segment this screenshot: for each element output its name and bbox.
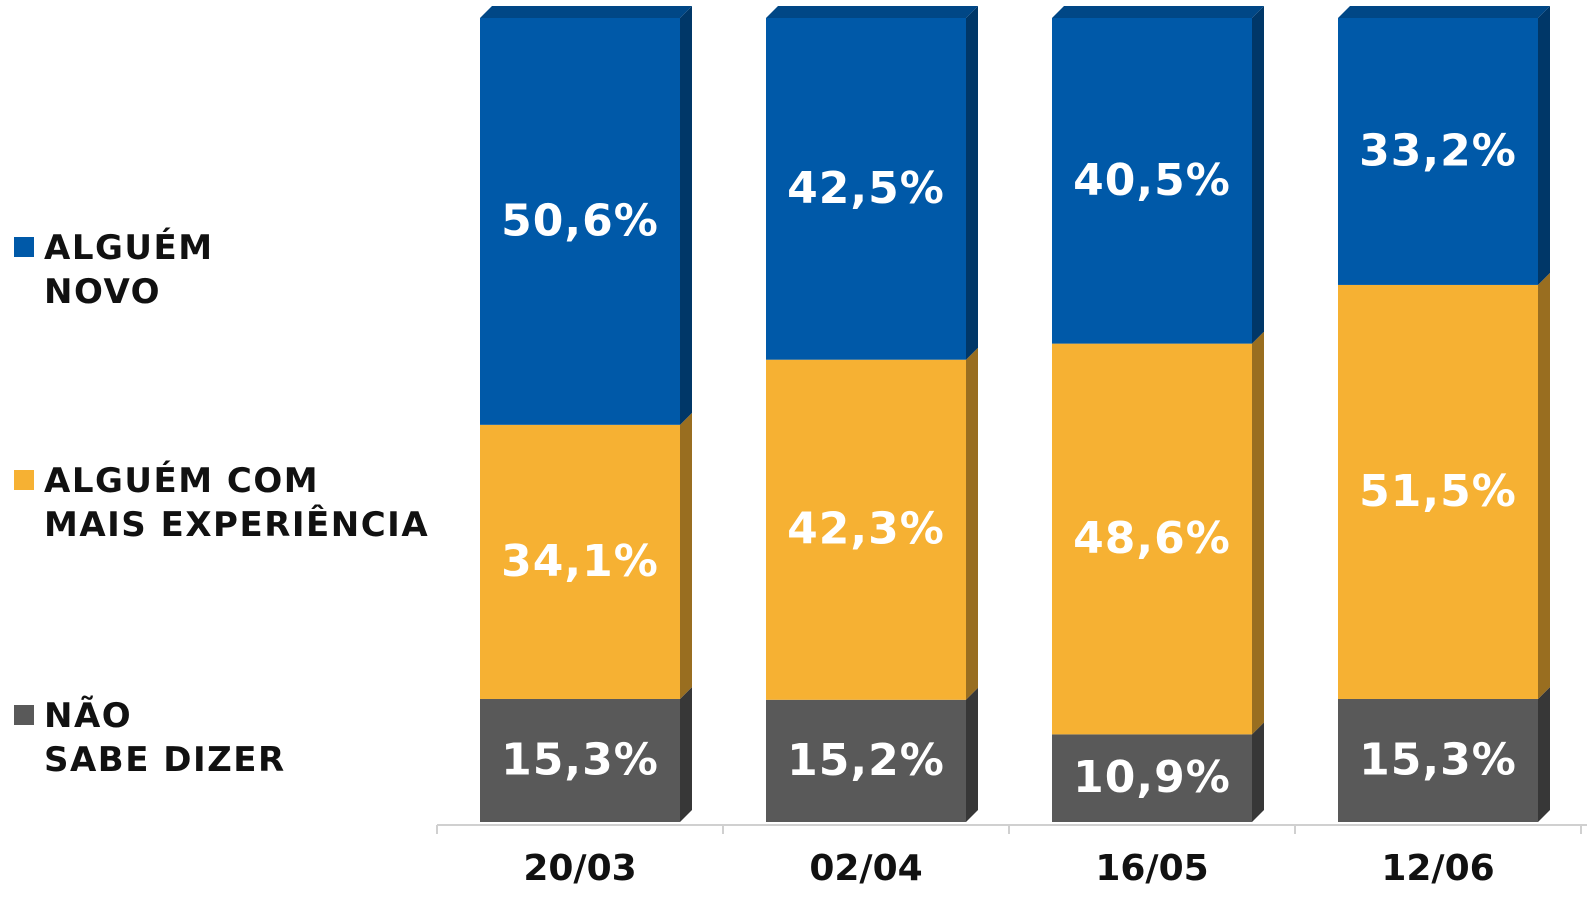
data-label: 15,2% — [787, 735, 945, 786]
bar-face — [480, 698, 680, 822]
data-label: 33,2% — [1359, 125, 1517, 176]
bar-segment — [1338, 272, 1550, 699]
data-label: 48,6% — [1073, 513, 1231, 564]
legend-label: ALGUÉM NOVO — [44, 228, 214, 312]
bar-face — [1052, 343, 1252, 735]
bar-face — [1338, 284, 1538, 699]
bar-segment — [480, 6, 692, 425]
bar-face — [1338, 18, 1538, 285]
bar-side — [1252, 722, 1264, 822]
bar-side — [1252, 6, 1264, 344]
bar-segment — [766, 687, 978, 822]
bar-face — [480, 424, 680, 699]
bar-side — [680, 686, 692, 822]
bar-segment — [480, 412, 692, 699]
bar-side — [966, 6, 978, 360]
bar-top — [480, 6, 692, 18]
data-label: 34,1% — [501, 536, 659, 587]
x-tick-label: 12/06 — [1381, 848, 1494, 889]
bar-face — [1338, 698, 1538, 822]
bar-side — [680, 6, 692, 425]
data-label: 40,5% — [1073, 155, 1231, 206]
bar-top — [766, 6, 978, 18]
bar-segment — [1052, 331, 1264, 735]
x-tick-label: 20/03 — [523, 848, 636, 889]
data-label: 15,3% — [1359, 734, 1517, 785]
bar-side — [680, 412, 692, 699]
bar-segment — [766, 6, 978, 360]
bar-side — [1538, 686, 1550, 822]
legend-label: ALGUÉM COM MAIS EXPERIÊNCIA — [44, 461, 430, 545]
bar-segment — [480, 686, 692, 822]
bar-face — [480, 18, 680, 425]
bar-side — [966, 347, 978, 700]
data-label: 42,3% — [787, 504, 945, 555]
bar-segment — [1052, 722, 1264, 822]
legend-swatch — [14, 237, 34, 257]
legend-label: NÃO SABE DIZER — [44, 696, 286, 780]
data-label: 42,5% — [787, 163, 945, 214]
x-tick-label: 02/04 — [809, 848, 922, 889]
bar-side — [1252, 331, 1264, 735]
bar-face — [766, 18, 966, 360]
legend-swatch — [14, 470, 34, 490]
legend-swatch — [14, 705, 34, 725]
bar-side — [1538, 6, 1550, 285]
bar-segment — [1338, 6, 1550, 285]
data-label: 51,5% — [1359, 466, 1517, 517]
bar-segment — [1338, 686, 1550, 822]
bar-face — [766, 699, 966, 822]
bar-segment — [766, 347, 978, 700]
bar-face — [766, 359, 966, 700]
data-label: 15,3% — [501, 734, 659, 785]
bar-segment — [1052, 6, 1264, 344]
bar-face — [1052, 18, 1252, 344]
bar-top — [1052, 6, 1264, 18]
bar-top — [1338, 6, 1550, 18]
x-tick-label: 16/05 — [1095, 848, 1208, 889]
bar-side — [1538, 272, 1550, 699]
bar-side — [966, 687, 978, 822]
data-label: 10,9% — [1073, 752, 1231, 803]
bar-face — [1052, 734, 1252, 822]
data-label: 50,6% — [501, 195, 659, 246]
